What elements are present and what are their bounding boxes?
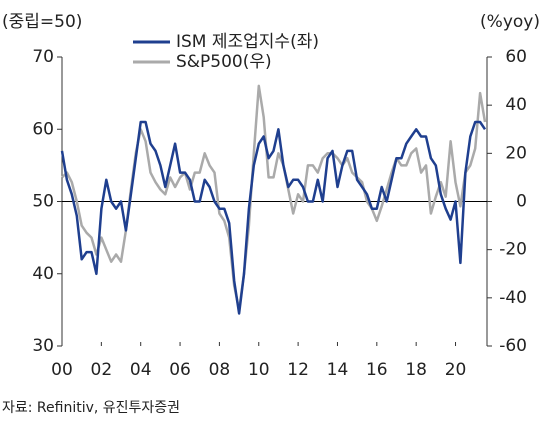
x-tick-label: 14	[327, 360, 349, 380]
legend-label: S&P500(우)	[176, 52, 272, 72]
x-tick-label: 06	[169, 360, 191, 380]
x-tick-label: 18	[405, 360, 427, 380]
x-tick-label: 00	[51, 360, 73, 380]
x-tick-label: 08	[209, 360, 231, 380]
x-tick-label: 20	[445, 360, 467, 380]
source: 자료: Refinitiv, 유진투자증권	[2, 400, 180, 416]
y-tick-label: 60	[32, 119, 54, 139]
y-tick-label: 30	[32, 336, 54, 356]
series-line	[60, 120, 487, 315]
y2-tick-label: 60	[505, 47, 527, 67]
y2-tick-label: 0	[516, 192, 527, 212]
y-tick-label: 70	[32, 47, 54, 67]
y2-tick-label: -60	[499, 336, 527, 356]
x-tick-label: 16	[366, 360, 388, 380]
y2-tick-label: 40	[505, 95, 527, 115]
x-tick-label: 12	[287, 360, 309, 380]
x-tick-label: 04	[130, 360, 152, 380]
y-axis-label: (중립=50)	[2, 12, 82, 32]
y2-tick-label: 20	[505, 143, 527, 163]
y-tick-label: 40	[32, 264, 54, 284]
series-line	[61, 84, 487, 312]
y2-tick-label: -40	[499, 288, 527, 308]
y-tick-label: 50	[32, 192, 54, 212]
y2-tick-label: -20	[499, 240, 527, 260]
x-tick-label: 02	[91, 360, 113, 380]
y2-axis-label: (%yoy)	[480, 12, 540, 32]
x-tick-label: 10	[248, 360, 270, 380]
legend-label: ISM 제조업지수(좌)	[176, 32, 319, 52]
